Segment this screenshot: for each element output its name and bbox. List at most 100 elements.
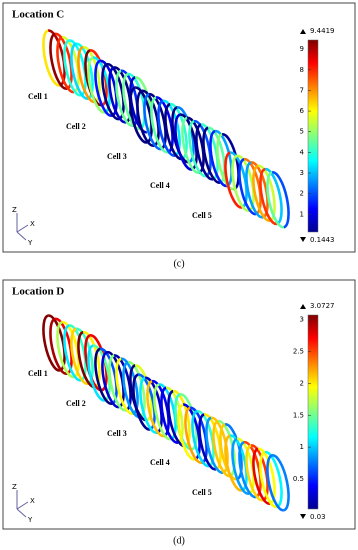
- axis-label: Y: [27, 516, 33, 524]
- coil-ring: [129, 364, 148, 422]
- coil-ring: [252, 447, 271, 505]
- coil-ring: [219, 423, 238, 481]
- coil-ring: [202, 126, 221, 184]
- cell-label: Cell 5: [192, 488, 212, 497]
- colorbar-tick-label: 6: [300, 107, 305, 115]
- coil-ring: [94, 347, 113, 405]
- coil-ring: [122, 360, 141, 419]
- colorbar-tick-label: 2: [300, 379, 304, 387]
- coil-ring: [214, 129, 233, 188]
- colorbar-tick-label: 1: [300, 443, 304, 451]
- coil-ring: [146, 379, 165, 438]
- coil-ring: [56, 35, 75, 94]
- coil-ring: [134, 76, 153, 134]
- triad-axis: [16, 508, 27, 518]
- coil-ring: [205, 416, 224, 474]
- coil-ring: [77, 45, 96, 104]
- coil-ring: [87, 56, 106, 114]
- coil-ring: [108, 354, 127, 412]
- triad-axis: [16, 231, 27, 241]
- triad-axis: [16, 501, 29, 510]
- coil-ring: [132, 373, 151, 431]
- axis-label: X: [30, 220, 35, 228]
- axis-label: Y: [27, 239, 33, 247]
- cell-label: Cell 3: [107, 429, 127, 438]
- coil-ring: [84, 49, 103, 107]
- caption: (c): [173, 258, 184, 269]
- coil-ring: [49, 32, 68, 90]
- min-marker: [300, 237, 306, 242]
- coil-ring: [136, 89, 155, 147]
- coil-ring: [101, 350, 120, 409]
- min-marker: [300, 514, 306, 519]
- coil-ring: [259, 450, 278, 509]
- panel: Location D Cell 1 Cell 2 Cell 3 Cell 4 Cell 5…: [2, 279, 356, 546]
- coil-ring: [181, 116, 200, 174]
- coil-ring: [245, 161, 264, 219]
- coil-ring: [271, 171, 290, 229]
- coil-ring: [150, 96, 169, 154]
- axis-label: X: [30, 497, 35, 505]
- coil-ring: [160, 386, 179, 444]
- coil-ring: [191, 409, 210, 468]
- coil-ring: [49, 317, 68, 375]
- colorbar-tick-label: 7: [300, 86, 304, 94]
- colorbar-min: 0.03: [310, 513, 326, 521]
- colorbar-tick-label: 4: [300, 148, 305, 156]
- max-marker: [300, 29, 306, 34]
- coil-ring: [167, 389, 186, 448]
- coil-ring: [198, 413, 217, 471]
- max-marker: [300, 304, 306, 309]
- coil-ring: [224, 434, 243, 492]
- coil-ring: [174, 393, 193, 451]
- coil-ring: [195, 123, 214, 181]
- coil-ring: [42, 314, 61, 372]
- colorbar-max: 3.0727: [310, 302, 335, 310]
- coil-ring: [231, 437, 250, 495]
- coil-ring: [266, 454, 285, 512]
- coil-ring: [184, 406, 203, 464]
- coil-ring: [115, 69, 134, 127]
- panel-title: Location D: [12, 286, 64, 298]
- coil-ring: [259, 167, 278, 226]
- coil-ring: [77, 330, 96, 389]
- coil-ring: [252, 164, 271, 222]
- colorbar-tick-label: 1: [300, 210, 304, 218]
- coil-ring: [245, 444, 264, 502]
- colorbar-tick-label: 3: [300, 169, 304, 177]
- coil-ring: [56, 320, 75, 379]
- coil-ring: [42, 29, 61, 87]
- coil-ring: [115, 357, 134, 415]
- coil-ring: [84, 334, 103, 392]
- coil-ring: [153, 383, 172, 441]
- coil-ring: [157, 99, 176, 157]
- coil-ring: [87, 344, 106, 402]
- panel-title: Location C: [12, 9, 64, 21]
- coil-ring: [127, 72, 146, 131]
- coil-ring: [266, 171, 285, 229]
- coil-ring: [70, 42, 89, 100]
- coil-ring: [143, 92, 162, 151]
- coil-ring: [129, 86, 148, 144]
- coil-ring: [164, 102, 183, 161]
- cell-label: Cell 1: [28, 92, 48, 101]
- coil-ring: [224, 151, 243, 209]
- colorbar-tick-label: 1.5: [293, 411, 304, 419]
- cell-label: Cell 1: [28, 369, 48, 378]
- colorbar-tick-label: 3: [300, 316, 304, 324]
- panel-frame: [2, 279, 356, 530]
- coil-ring: [82, 45, 101, 104]
- colorbar-max: 9.4419: [310, 27, 335, 35]
- coil-ring: [264, 450, 283, 509]
- colorbar: [307, 314, 319, 510]
- coil-ring: [70, 327, 89, 385]
- colorbar-tick-label: 5: [300, 128, 304, 136]
- cell-label: Cell 4: [150, 458, 170, 467]
- coil-ring: [238, 157, 257, 216]
- axis-label: Z: [12, 483, 17, 491]
- coil-ring: [231, 154, 250, 212]
- coil-ring: [221, 133, 240, 191]
- coil-ring: [171, 106, 190, 164]
- coil-ring: [63, 39, 82, 97]
